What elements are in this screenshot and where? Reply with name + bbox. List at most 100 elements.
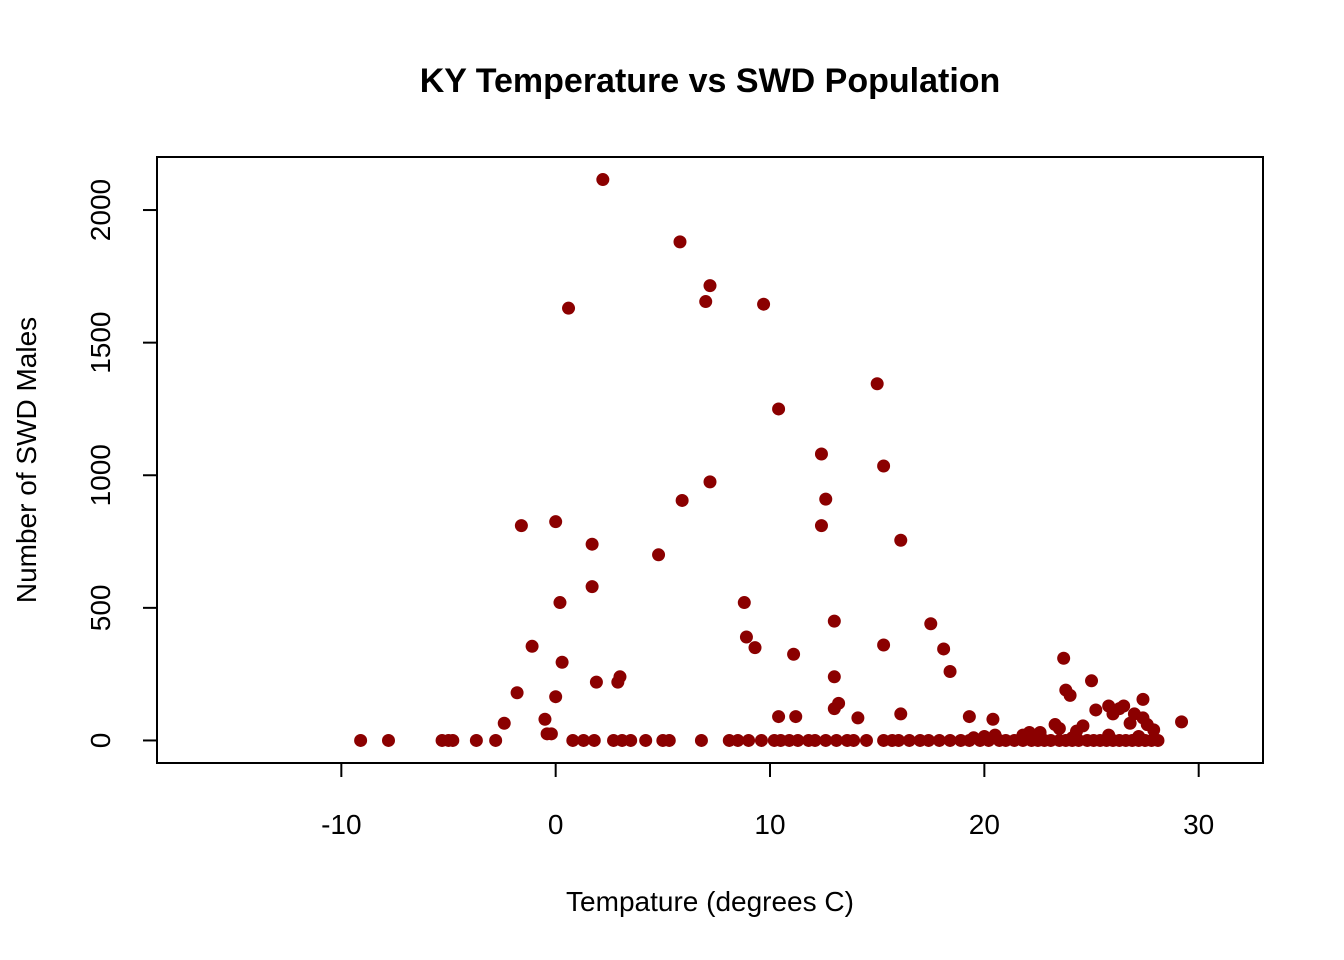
data-point — [1136, 692, 1150, 706]
y-axis-label: Number of SWD Males — [11, 317, 42, 603]
data-point — [757, 297, 771, 311]
data-point — [1085, 674, 1099, 688]
data-point — [553, 596, 567, 610]
data-point — [703, 475, 717, 489]
data-point — [847, 733, 861, 747]
y-tick-label: 0 — [85, 733, 116, 749]
x-axis-label: Tempature (degrees C) — [566, 886, 854, 917]
x-tick-label: 30 — [1183, 809, 1214, 840]
data-point — [1147, 723, 1161, 737]
data-point — [814, 447, 828, 461]
data-point — [902, 733, 916, 747]
data-point — [819, 492, 833, 506]
data-point — [446, 733, 460, 747]
data-point — [819, 733, 833, 747]
data-point — [877, 459, 891, 473]
x-axis: -10 0 10 20 30 — [321, 762, 1214, 840]
data-point — [827, 670, 841, 684]
data-point — [772, 710, 786, 724]
data-point — [943, 733, 957, 747]
data-point — [469, 733, 483, 747]
data-point — [652, 548, 666, 562]
data-point — [737, 596, 751, 610]
x-tick-label: 10 — [754, 809, 785, 840]
data-point — [497, 716, 511, 730]
data-point — [510, 686, 524, 700]
data-point — [596, 173, 610, 187]
data-point — [731, 733, 745, 747]
data-point — [748, 641, 762, 655]
data-point — [675, 493, 689, 507]
data-point — [703, 279, 717, 293]
plot-area-frame — [156, 156, 1264, 764]
x-tick-label: 20 — [969, 809, 1000, 840]
data-points — [354, 173, 1189, 747]
x-tick-label: -10 — [321, 809, 361, 840]
data-point — [566, 733, 580, 747]
data-point — [1057, 651, 1071, 665]
y-tick-label: 1500 — [85, 311, 116, 373]
data-point — [787, 647, 801, 661]
data-point — [924, 617, 938, 631]
data-point — [354, 733, 368, 747]
data-point — [544, 727, 558, 741]
data-point — [814, 519, 828, 533]
data-point — [538, 712, 552, 726]
data-point — [577, 733, 591, 747]
data-point — [1089, 703, 1103, 717]
data-point — [742, 733, 756, 747]
y-tick-label: 1000 — [85, 444, 116, 506]
data-point — [877, 638, 891, 652]
data-point — [1151, 733, 1165, 747]
data-point — [549, 690, 563, 704]
data-point — [639, 733, 653, 747]
x-tick-label: 0 — [548, 809, 564, 840]
data-point — [808, 733, 822, 747]
data-point — [555, 655, 569, 669]
y-tick-label: 2000 — [85, 179, 116, 241]
data-point — [894, 533, 908, 547]
data-point — [859, 733, 873, 747]
data-point — [829, 733, 843, 747]
data-point — [589, 675, 603, 689]
data-point — [611, 675, 625, 689]
data-point — [549, 515, 563, 529]
data-point — [932, 733, 946, 747]
data-point — [986, 712, 1000, 726]
data-point — [1052, 722, 1066, 736]
data-point — [1063, 688, 1077, 702]
data-point — [525, 639, 539, 653]
data-point — [585, 580, 599, 594]
data-point — [754, 733, 768, 747]
y-axis: 0 500 1000 1500 2000 — [85, 179, 158, 749]
data-point — [694, 733, 708, 747]
data-point — [562, 301, 576, 315]
data-point — [791, 733, 805, 747]
data-point — [662, 733, 676, 747]
data-point — [827, 702, 841, 716]
data-point — [894, 707, 908, 721]
data-point — [943, 665, 957, 679]
data-point — [922, 733, 936, 747]
data-point — [1123, 716, 1137, 730]
data-point — [624, 733, 638, 747]
data-point — [870, 377, 884, 391]
data-point — [1106, 707, 1120, 721]
data-point — [699, 295, 713, 309]
data-point — [827, 614, 841, 628]
data-point — [851, 711, 865, 725]
data-point — [514, 519, 528, 533]
data-point — [739, 630, 753, 644]
y-tick-label: 500 — [85, 584, 116, 631]
data-point — [381, 733, 395, 747]
data-point — [1175, 715, 1189, 729]
data-point — [673, 235, 687, 249]
data-point — [937, 642, 951, 656]
data-point — [982, 733, 996, 747]
data-point — [587, 733, 601, 747]
chart-title: KY Temperature vs SWD Population — [420, 62, 1001, 100]
data-point — [962, 710, 976, 724]
data-point — [585, 537, 599, 551]
data-point — [962, 733, 976, 747]
